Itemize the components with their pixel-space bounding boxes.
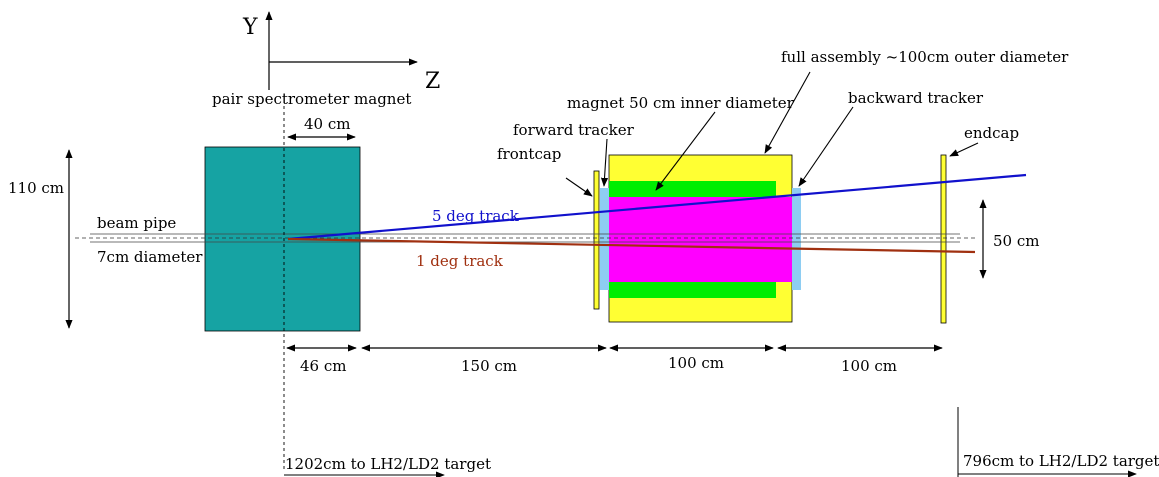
y-axis-label: Y (242, 15, 258, 40)
beam-pipe (75, 233, 975, 243)
width-40-label: 40 cm (304, 115, 350, 133)
pipe-diameter-label: 7cm diameter (97, 248, 203, 266)
coil-bottom (609, 282, 776, 298)
beam-pipe-label: beam pipe (97, 214, 176, 232)
forward-tracker-leader (600, 138, 609, 187)
height-110-label: 110 cm (8, 179, 64, 197)
backward-tracker (792, 188, 801, 290)
endcap-leader (949, 142, 979, 157)
callout-arrows (565, 71, 979, 197)
z-axis-label: Z (425, 69, 440, 94)
dimension-arrows (65, 133, 987, 352)
dim-150-label: 150 cm (461, 357, 517, 375)
coil-top (609, 181, 776, 197)
frontcap-label: frontcap (497, 145, 561, 163)
full-assembly-label: full assembly ~100cm outer diameter (781, 48, 1069, 66)
full-assembly-leader (764, 71, 811, 154)
target-pointers (284, 407, 1137, 477)
detector-assembly (593, 154, 947, 324)
magnet-inner-label: magnet 50 cm inner diameter (567, 94, 795, 112)
frontcap-leader (565, 177, 593, 197)
track-1deg-label: 1 deg track (416, 252, 504, 270)
track-5deg (287, 173, 1027, 241)
backward-tracker-leader (798, 106, 854, 187)
text-labels: pair spectrometer magnet 40 cm 110 cm be… (8, 48, 1159, 473)
coordinate-axes: Y Z (242, 11, 440, 94)
dim-100a-label: 100 cm (668, 354, 724, 372)
target-796-label: 796cm to LH2/LD2 target (963, 452, 1159, 470)
backward-tracker-label: backward tracker (848, 89, 984, 107)
track-5deg-label: 5 deg track (432, 207, 520, 225)
dim-50-label: 50 cm (993, 232, 1039, 250)
forward-tracker (600, 188, 609, 290)
dim-100b-label: 100 cm (841, 357, 897, 375)
inner-magnet (609, 197, 792, 282)
forward-tracker-label: forward tracker (513, 121, 635, 139)
target-1202-label: 1202cm to LH2/LD2 target (285, 455, 491, 473)
dim-46-label: 46 cm (300, 357, 346, 375)
magnet-inner-leader (655, 111, 716, 191)
pair-magnet-label: pair spectrometer magnet (212, 90, 411, 108)
frontcap (593, 170, 600, 310)
track-1deg (287, 237, 976, 254)
endcap-label: endcap (964, 124, 1019, 142)
endcap (940, 154, 947, 324)
